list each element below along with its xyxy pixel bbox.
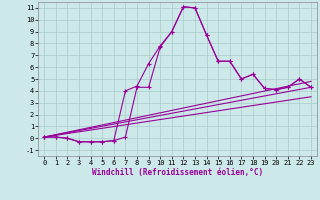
X-axis label: Windchill (Refroidissement éolien,°C): Windchill (Refroidissement éolien,°C) (92, 168, 263, 177)
